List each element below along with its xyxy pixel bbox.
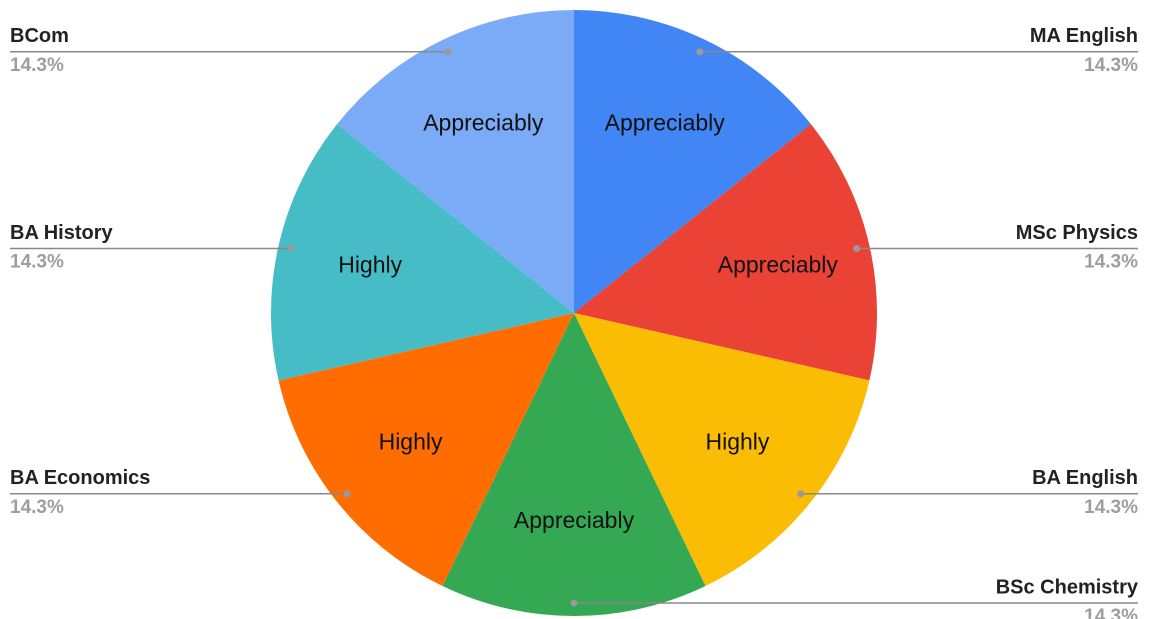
- pie-slice: [574, 124, 877, 381]
- leader-dot: [853, 244, 861, 252]
- leader-dot: [343, 490, 351, 498]
- leader-dot: [797, 490, 805, 498]
- leader-dot: [570, 599, 578, 607]
- value-label: 14.3%: [1084, 251, 1138, 272]
- pie-slice: [442, 313, 706, 616]
- legend-label: MA English: [1030, 25, 1138, 47]
- legend-label: BA Economics: [10, 467, 150, 489]
- value-label: 14.3%: [1084, 497, 1138, 518]
- legend-label: BSc Chemistry: [996, 576, 1139, 598]
- slice-label: Highly: [338, 252, 402, 278]
- leader-dot: [287, 244, 295, 252]
- value-label: 14.3%: [10, 497, 64, 518]
- leader-dot: [696, 48, 704, 56]
- pie-slice: [337, 10, 574, 313]
- legend-label: BCom: [10, 25, 69, 47]
- pie-slice: [574, 313, 870, 586]
- pie-slice: [270, 124, 574, 381]
- slice-label: Highly: [705, 428, 769, 454]
- pie-slice: [278, 313, 574, 586]
- legend-label: BA History: [10, 222, 113, 244]
- legend-label: MSc Physics: [1016, 222, 1138, 244]
- slice-label: Highly: [379, 428, 443, 454]
- slice-label: Appreciably: [514, 507, 635, 533]
- slice-label: Appreciably: [423, 110, 544, 136]
- pie-slice: [574, 10, 811, 313]
- leader-dot: [444, 48, 452, 56]
- value-label: 14.3%: [10, 251, 64, 272]
- value-label: 14.3%: [10, 55, 64, 76]
- slice-label: Appreciably: [718, 252, 839, 278]
- slice-label: Appreciably: [605, 110, 726, 136]
- legend-label: BA English: [1032, 467, 1138, 489]
- value-label: 14.3%: [1084, 55, 1138, 76]
- value-label: 14.3%: [1084, 606, 1138, 619]
